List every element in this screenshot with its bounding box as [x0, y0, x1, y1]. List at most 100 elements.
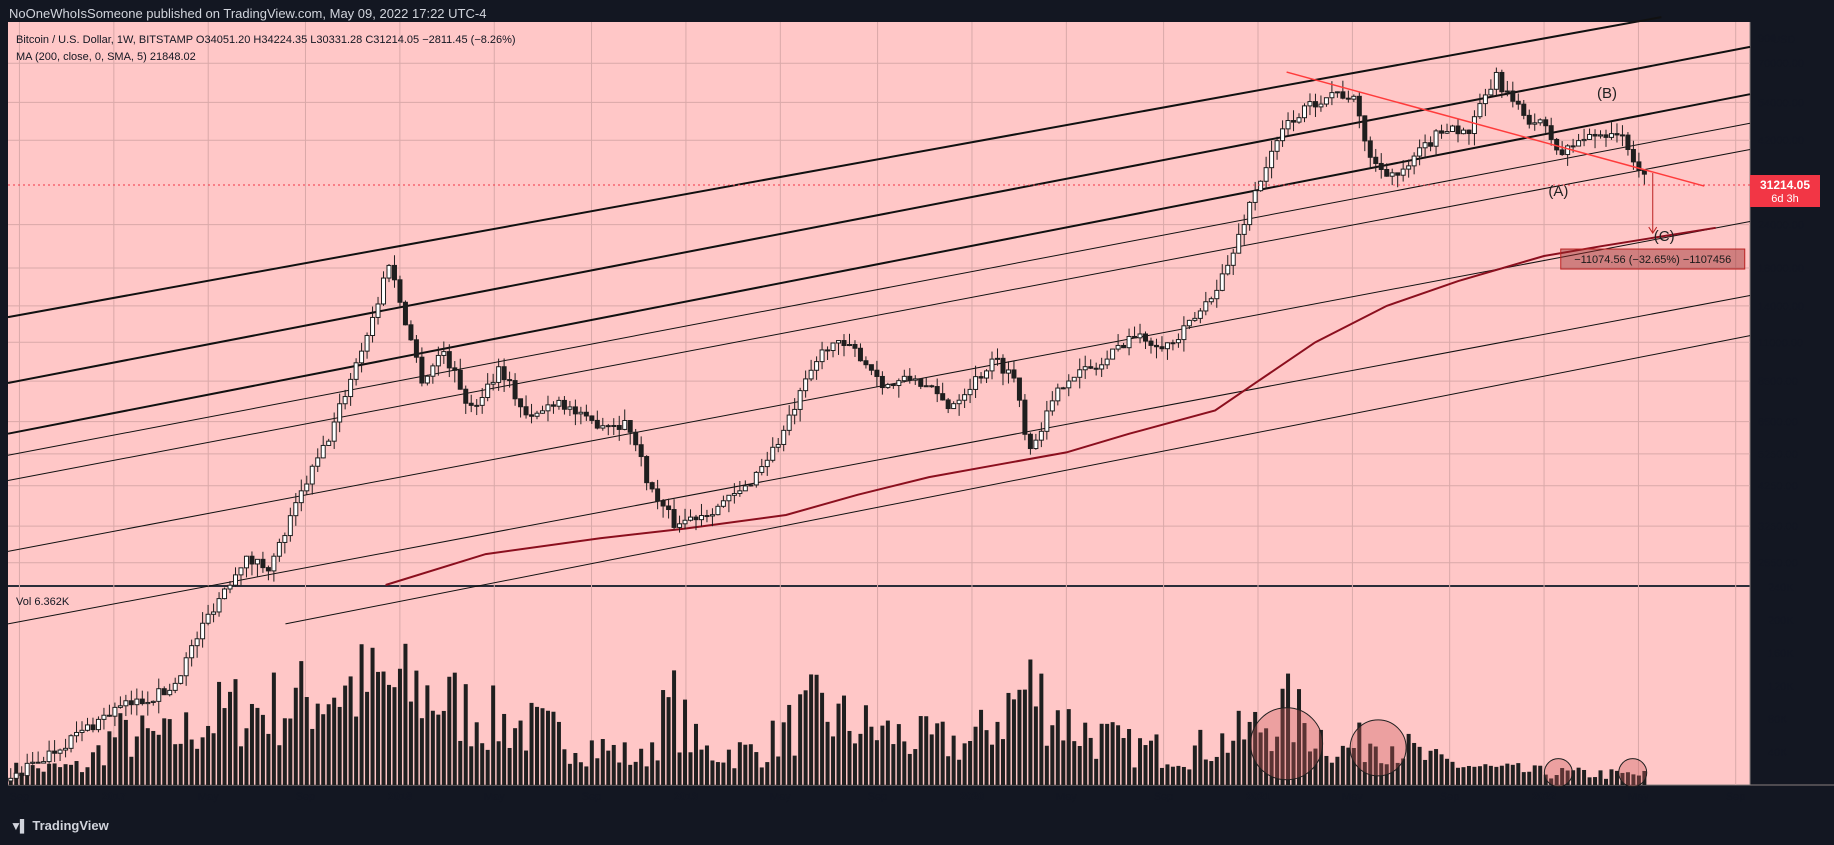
price-tick-label: 4250.00	[1758, 481, 1798, 493]
volume-bar	[1297, 689, 1302, 785]
volume-bar	[1110, 722, 1115, 785]
symbol-legend[interactable]: Bitcoin / U.S. Dollar, 1W, BITSTAMP O340…	[16, 34, 516, 46]
candle-up	[1460, 129, 1466, 135]
candle-up	[1263, 167, 1269, 182]
volume-bar	[1231, 740, 1236, 785]
channel-line	[7, 93, 1751, 435]
volume-bar	[1329, 762, 1334, 785]
candle-up	[742, 485, 748, 492]
volume-bar	[63, 764, 68, 785]
volume-highlight-circle	[1543, 758, 1573, 788]
candle-up	[1482, 94, 1488, 105]
candle-up	[1565, 145, 1571, 156]
candle-up	[1241, 224, 1247, 235]
volume-bar	[52, 763, 57, 785]
volume-bar	[781, 722, 786, 785]
candle-up	[282, 535, 288, 543]
volume-bar	[1609, 769, 1614, 785]
ma-legend[interactable]: MA (200, close, 0, SMA, 5) 21848.02	[16, 51, 196, 63]
candle-up	[1406, 165, 1412, 170]
volume-bar	[518, 720, 523, 785]
candle-down	[660, 500, 666, 507]
channel-lines	[7, 16, 1751, 625]
candle-up	[337, 403, 343, 423]
price-axis-top-label: 900	[1758, 33, 1776, 45]
volume-bar	[1401, 758, 1406, 785]
volume-bar	[1022, 689, 1027, 785]
volume-bar	[326, 704, 331, 785]
candle-up	[79, 729, 85, 733]
channel-line	[7, 16, 1662, 319]
candle-up	[1208, 298, 1214, 303]
candle-up	[30, 761, 36, 764]
candle-down	[1340, 91, 1346, 99]
time-tick-label: Sep	[1154, 791, 1174, 803]
volume-bar	[19, 773, 24, 785]
volume-bar	[748, 744, 753, 785]
volume-bar	[222, 708, 227, 785]
candle-up	[1181, 325, 1187, 341]
volume-bar	[984, 730, 989, 785]
volume-tick-label: 80K	[1768, 714, 1788, 726]
wave-label: (B)	[1597, 85, 1617, 102]
candle-down	[402, 301, 408, 326]
volume-bar	[1324, 755, 1329, 785]
candle-up	[967, 388, 973, 396]
volume-bar	[902, 741, 907, 785]
volume-bar	[1516, 763, 1521, 785]
candle-down	[523, 406, 529, 416]
candle-down	[501, 366, 507, 381]
volume-highlight-circle	[1349, 719, 1407, 777]
volume-bar	[1450, 761, 1455, 785]
volume-bar	[1466, 765, 1471, 785]
volume-bar	[321, 714, 326, 785]
candle-down	[978, 376, 984, 379]
price-axis-currency: USD	[1772, 34, 1795, 46]
volume-bar	[831, 736, 836, 785]
volume-bar	[491, 685, 496, 785]
time-tick-label: 2018	[388, 791, 412, 803]
volume-legend[interactable]: Vol 6.362K	[16, 596, 70, 608]
volume-bar	[1362, 762, 1367, 785]
candle-up	[276, 541, 282, 557]
volume-bar	[1445, 758, 1450, 785]
candle-up	[156, 688, 162, 702]
candle-up	[770, 446, 776, 461]
volume-bar	[507, 747, 512, 785]
volume-bar	[1477, 766, 1482, 785]
volume-bar	[1050, 725, 1055, 785]
volume-bar	[260, 714, 265, 785]
volume-bar	[1116, 725, 1121, 785]
candle-down	[1143, 333, 1149, 342]
candle-up	[46, 750, 52, 763]
volume-bar	[1423, 759, 1428, 785]
volume-bar	[1428, 750, 1433, 785]
volume-bar	[1412, 742, 1417, 785]
volume-bar	[238, 746, 243, 785]
candle-up	[1389, 172, 1395, 177]
volume-bar	[973, 726, 978, 785]
candle-down	[852, 343, 858, 349]
volume-bar	[1132, 767, 1137, 785]
candle-down	[1428, 142, 1434, 147]
resistance-trendline	[1286, 71, 1705, 187]
volume-bar	[96, 745, 101, 785]
last-price-countdown: 6d 3h	[1771, 193, 1799, 205]
candle-up	[178, 675, 184, 684]
candle-up	[205, 613, 211, 624]
volume-bar	[299, 661, 304, 785]
candle-up	[731, 492, 737, 496]
volume-bar	[1083, 722, 1088, 785]
tradingview-footer[interactable]: ▼▌ TradingView	[10, 818, 109, 833]
volume-bar	[173, 744, 178, 785]
volume-bar	[365, 691, 370, 785]
candle-up	[677, 523, 683, 528]
candle-down	[857, 347, 863, 362]
volume-bar	[1033, 706, 1038, 785]
volume-bar	[1346, 747, 1351, 785]
volume-bar	[792, 755, 797, 785]
volume-bar	[1017, 689, 1022, 785]
